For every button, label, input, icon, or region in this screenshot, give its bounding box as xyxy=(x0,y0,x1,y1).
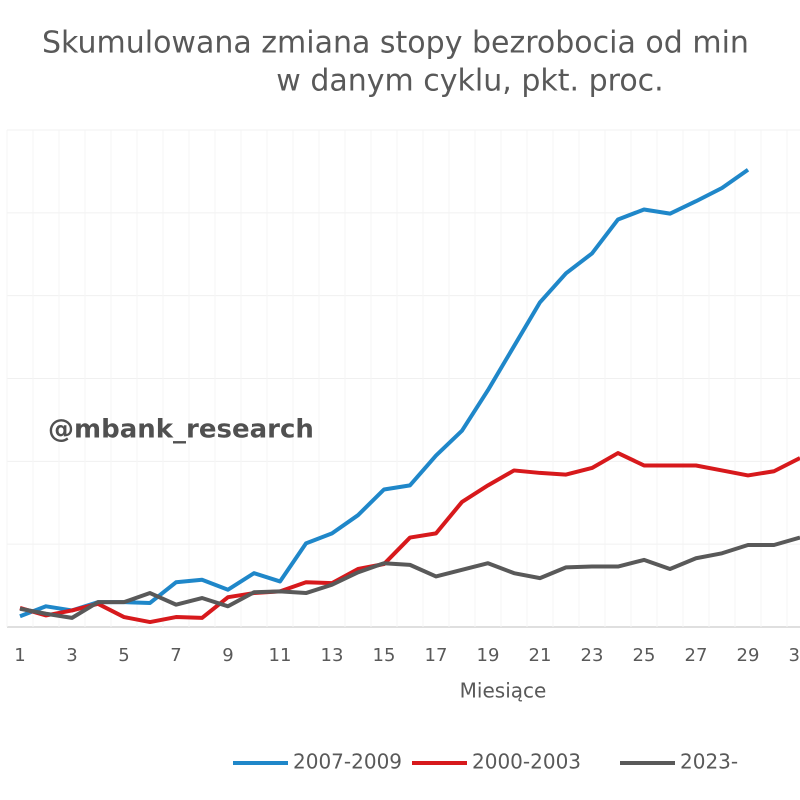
chart-title: w danym cyklu, pkt. proc. xyxy=(276,64,663,99)
series-line xyxy=(19,535,800,620)
x-tick-label: 19 xyxy=(477,645,500,666)
series-line xyxy=(19,451,800,625)
legend-label: 2007-2009 xyxy=(293,750,402,774)
x-tick-label: 29 xyxy=(737,645,760,666)
x-tick-label: 31 xyxy=(789,645,800,666)
x-tick-label: 9 xyxy=(222,645,233,666)
x-tick-label: 27 xyxy=(685,645,708,666)
x-tick-label: 5 xyxy=(118,645,129,666)
x-tick-label: 15 xyxy=(373,645,396,666)
legend-label: 2023- xyxy=(680,750,738,774)
x-tick-label: 11 xyxy=(269,645,292,666)
x-tick-label: 3 xyxy=(66,645,77,666)
x-tick-label: 25 xyxy=(633,645,656,666)
x-tick-label: 17 xyxy=(425,645,448,666)
x-tick-label: 7 xyxy=(170,645,181,666)
x-tick-label: 21 xyxy=(529,645,552,666)
chart-title: Skumulowana zmiana stopy bezrobocia od m… xyxy=(42,26,749,61)
series-line xyxy=(19,168,750,619)
x-tick-label: 13 xyxy=(321,645,344,666)
x-tick-label: 23 xyxy=(581,645,604,666)
x-axis-label: Miesiące xyxy=(460,679,547,703)
x-tick-label: 1 xyxy=(14,645,25,666)
annotation: @mbank_research xyxy=(48,415,314,445)
legend-label: 2000-2003 xyxy=(472,750,581,774)
